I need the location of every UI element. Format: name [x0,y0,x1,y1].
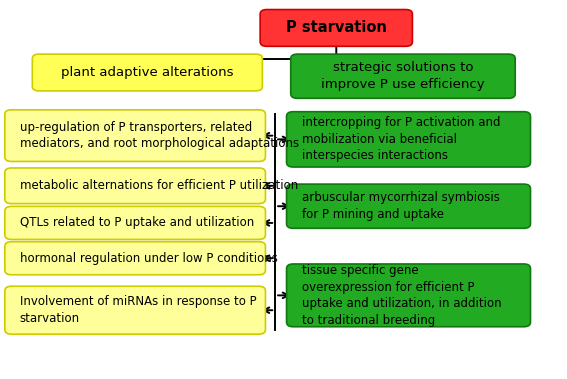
Text: hormonal regulation under low P conditions: hormonal regulation under low P conditio… [20,252,278,265]
FancyBboxPatch shape [5,242,265,275]
Text: QTLs related to P uptake and utilization: QTLs related to P uptake and utilization [20,216,254,229]
FancyBboxPatch shape [291,54,515,98]
FancyBboxPatch shape [5,168,265,204]
Text: plant adaptive alterations: plant adaptive alterations [61,66,234,79]
Text: arbuscular mycorrhizal symbiosis
for P mining and uptake: arbuscular mycorrhizal symbiosis for P m… [302,191,500,221]
Text: P starvation: P starvation [286,20,387,35]
Text: tissue specific gene
overexpression for efficient P
uptake and utilization, in a: tissue specific gene overexpression for … [302,264,501,327]
FancyBboxPatch shape [5,286,265,334]
FancyBboxPatch shape [286,264,531,327]
Text: intercropping for P activation and
mobilization via beneficial
interspecies inte: intercropping for P activation and mobil… [302,116,500,162]
FancyBboxPatch shape [286,184,531,228]
Text: strategic solutions to
improve P use efficiency: strategic solutions to improve P use eff… [321,61,485,91]
Text: Involvement of miRNAs in response to P
starvation: Involvement of miRNAs in response to P s… [20,296,256,325]
FancyBboxPatch shape [260,9,412,46]
Text: up-regulation of P transporters, related
mediators, and root morphological adapt: up-regulation of P transporters, related… [20,121,299,150]
FancyBboxPatch shape [32,54,263,91]
FancyBboxPatch shape [286,112,531,167]
FancyBboxPatch shape [5,110,265,161]
Text: metabolic alternations for efficient P utilization: metabolic alternations for efficient P u… [20,179,298,192]
FancyBboxPatch shape [5,207,265,240]
